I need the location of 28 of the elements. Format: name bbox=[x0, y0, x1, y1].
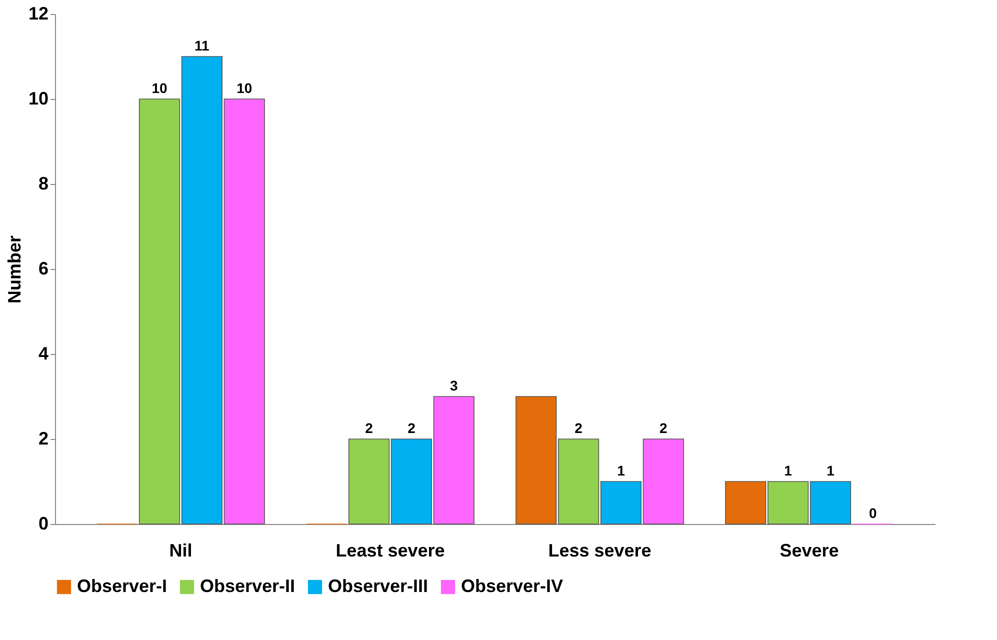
legend-label: Observer-I bbox=[77, 576, 168, 596]
y-tick-label: 12 bbox=[28, 4, 48, 24]
data-label: 1 bbox=[826, 462, 835, 478]
y-tick-label: 6 bbox=[38, 258, 48, 278]
data-label: 0 bbox=[869, 505, 878, 521]
data-label: 1 bbox=[617, 462, 626, 478]
data-label: 10 bbox=[236, 80, 252, 96]
data-label: 3 bbox=[450, 378, 458, 394]
legend-label: Observer-III bbox=[328, 576, 428, 596]
x-tick-label: Nil bbox=[169, 540, 192, 560]
y-tick-label: 8 bbox=[38, 174, 48, 194]
x-tick-label: Severe bbox=[780, 540, 839, 560]
legend-label: Observer-II bbox=[200, 576, 296, 596]
data-label: 10 bbox=[152, 80, 168, 96]
y-axis-title: Number bbox=[4, 235, 24, 304]
data-label: 2 bbox=[574, 420, 583, 436]
data-label: 2 bbox=[660, 420, 668, 436]
data-label: 2 bbox=[408, 420, 416, 436]
y-tick-label: 2 bbox=[38, 428, 48, 448]
x-tick-label: Less severe bbox=[548, 540, 652, 560]
y-tick-label: 4 bbox=[38, 344, 48, 364]
data-label: 2 bbox=[365, 420, 374, 436]
y-tick-label: 0 bbox=[38, 514, 48, 534]
data-label: 1 bbox=[784, 462, 792, 478]
data-label: 11 bbox=[194, 38, 210, 54]
y-tick-label: 10 bbox=[28, 88, 48, 108]
x-tick-label: Least severe bbox=[336, 540, 445, 560]
legend-label: Observer-IV bbox=[461, 576, 564, 596]
